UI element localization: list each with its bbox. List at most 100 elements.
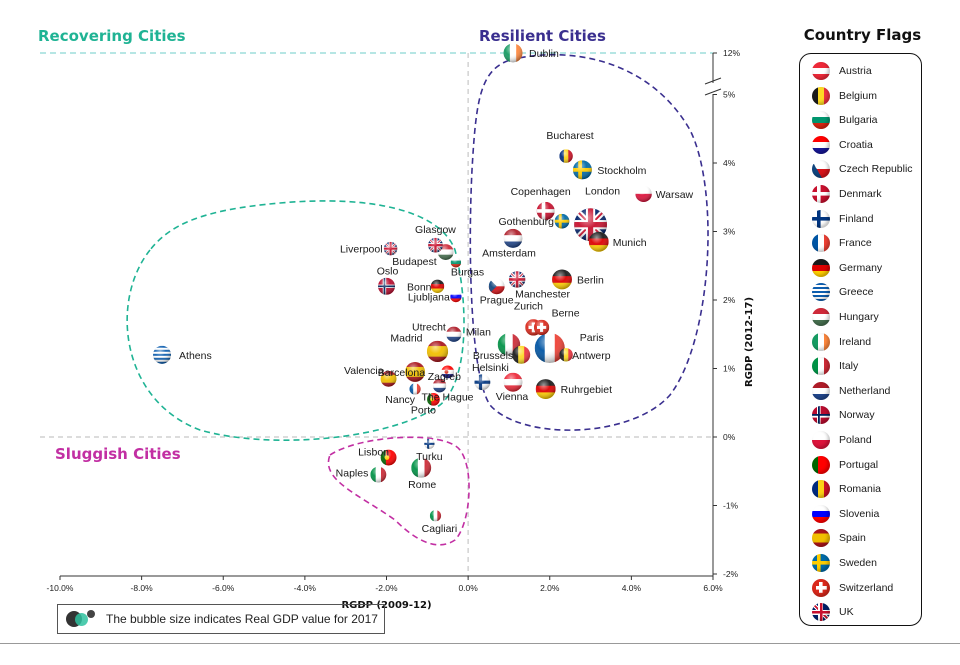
portugal-flag-icon (812, 455, 830, 474)
legend-panel: Austria Belgium Bulgaria Croatia Czech Repub… (799, 53, 922, 626)
bubble-london (574, 208, 608, 242)
bubble-copenhagen (536, 201, 555, 220)
croatia-flag-icon (812, 135, 830, 154)
legend-item: Czech Republic (812, 159, 913, 179)
bubble-madrid (426, 340, 449, 363)
bulgaria-flag-icon (812, 111, 830, 130)
legend-item-label: UK (839, 606, 854, 619)
bubble-cagliari (429, 510, 442, 522)
city-label: The Hague (422, 392, 474, 404)
bubble-nancy (409, 383, 421, 395)
slovenia-flag-icon (812, 504, 830, 523)
bubble-ljubljana (450, 290, 462, 303)
x-axis-title: RGDP (2009-12) (341, 600, 431, 611)
bubble-size-note-text: The bubble size indicates Real GDP value… (106, 612, 378, 626)
ireland-flag-icon (812, 332, 830, 351)
denmark-flag-icon (812, 185, 830, 203)
france-flag-icon (812, 234, 830, 253)
legend-item-label: Sweden (839, 557, 877, 569)
legend-item-label: Bulgaria (839, 114, 878, 127)
city-label: Naples (336, 468, 369, 480)
y-tick-label: 1% (723, 364, 736, 374)
city-label: Turku (416, 451, 443, 463)
bubble-ruhrgebiet (535, 379, 556, 400)
finland-flag-icon (812, 209, 830, 228)
legend-item: Slovenia (812, 504, 879, 524)
city-label: Zagreb (428, 371, 461, 383)
city-label: Helsinki (472, 362, 509, 374)
bubble-dublin (503, 43, 523, 63)
bubble-gothenburg (554, 213, 570, 229)
legend-item-label: Romania (839, 483, 882, 496)
legend-item-label: Italy (839, 360, 859, 373)
bubble-naples (370, 466, 387, 483)
y-axis-title: RGDP (2012-17) (744, 297, 755, 387)
bubble-vienna (503, 372, 523, 392)
legend-item: Denmark (812, 184, 882, 204)
city-label: London (585, 186, 620, 198)
bubble-berne (533, 319, 550, 336)
bubble-helsinki (474, 374, 491, 391)
legend-item: Bulgaria (812, 110, 878, 130)
legend-item-label: Switzerland (839, 581, 894, 594)
city-label: Utrecht (412, 321, 446, 333)
city-label: Porto (411, 404, 436, 416)
legend-title: Country Flags (803, 26, 922, 44)
legend-item-label: France (839, 237, 872, 250)
y-tick-label: 3% (723, 227, 736, 237)
bubble-size-note: The bubble size indicates Real GDP value… (57, 604, 385, 634)
sluggish-cluster-outline (327, 436, 470, 546)
legend-item: France (812, 233, 872, 253)
city-label: Ruhrgebiet (561, 384, 612, 396)
bubble-stockholm (572, 160, 592, 180)
bubble-bonn (430, 279, 445, 294)
city-label: Dublin (529, 48, 559, 60)
city-label: Berlin (577, 274, 604, 286)
bubble-paris (534, 332, 565, 363)
x-tick-label: -4.0% (294, 583, 317, 593)
spain-flag-icon (812, 529, 830, 548)
legend-item: UK (812, 602, 854, 622)
city-label: Oslo (377, 265, 399, 277)
city-label: Nancy (385, 394, 416, 406)
legend-item: Croatia (812, 135, 873, 155)
x-tick-label: 2.0% (540, 583, 560, 593)
city-label: Bucharest (546, 130, 593, 142)
italy-flag-icon (812, 357, 830, 376)
bubble-prague (488, 278, 505, 295)
city-label: Amsterdam (482, 247, 536, 259)
city-label: Manchester (515, 288, 570, 300)
x-tick-label: -8.0% (131, 583, 154, 593)
city-label: Valencia (344, 365, 384, 377)
city-label: Cagliari (422, 523, 458, 535)
x-tick-label: 0.0% (458, 583, 478, 593)
bubble-zagreb (441, 365, 455, 379)
resilient-cluster-outline (469, 54, 709, 431)
recovering-cities-label: Recovering Cities (38, 27, 186, 45)
czech-flag-icon (812, 160, 830, 179)
bubble-burgas (450, 257, 462, 268)
legend-item-label: Belgium (839, 89, 877, 102)
legend-item-label: Spain (839, 532, 866, 545)
bubble-liverpool (383, 241, 398, 256)
legend-item-label: Germany (839, 261, 883, 274)
city-label: Berne (552, 307, 580, 319)
city-label: Bonn (407, 281, 432, 293)
y-tick-label: 4% (723, 158, 736, 168)
legend-item: Poland (812, 430, 872, 450)
bubble-lisbon (380, 449, 397, 466)
resilient-cities-label: Resilient Cities (479, 27, 606, 45)
legend-item: Netherland (812, 381, 890, 401)
city-label: Budapest (392, 256, 436, 268)
legend-item-label: Czech Republic (839, 163, 913, 176)
bubble-athens (153, 345, 172, 364)
bubble-brussels (512, 345, 531, 364)
legend-item-label: Finland (839, 212, 874, 225)
axis-break-icon (704, 77, 722, 96)
y-tick-label: 2% (723, 295, 736, 305)
poland-flag-icon (812, 431, 830, 449)
legend-item-label: Denmark (839, 188, 882, 200)
legend-item-label: Netherland (839, 384, 891, 397)
city-label: Athens (179, 350, 212, 362)
